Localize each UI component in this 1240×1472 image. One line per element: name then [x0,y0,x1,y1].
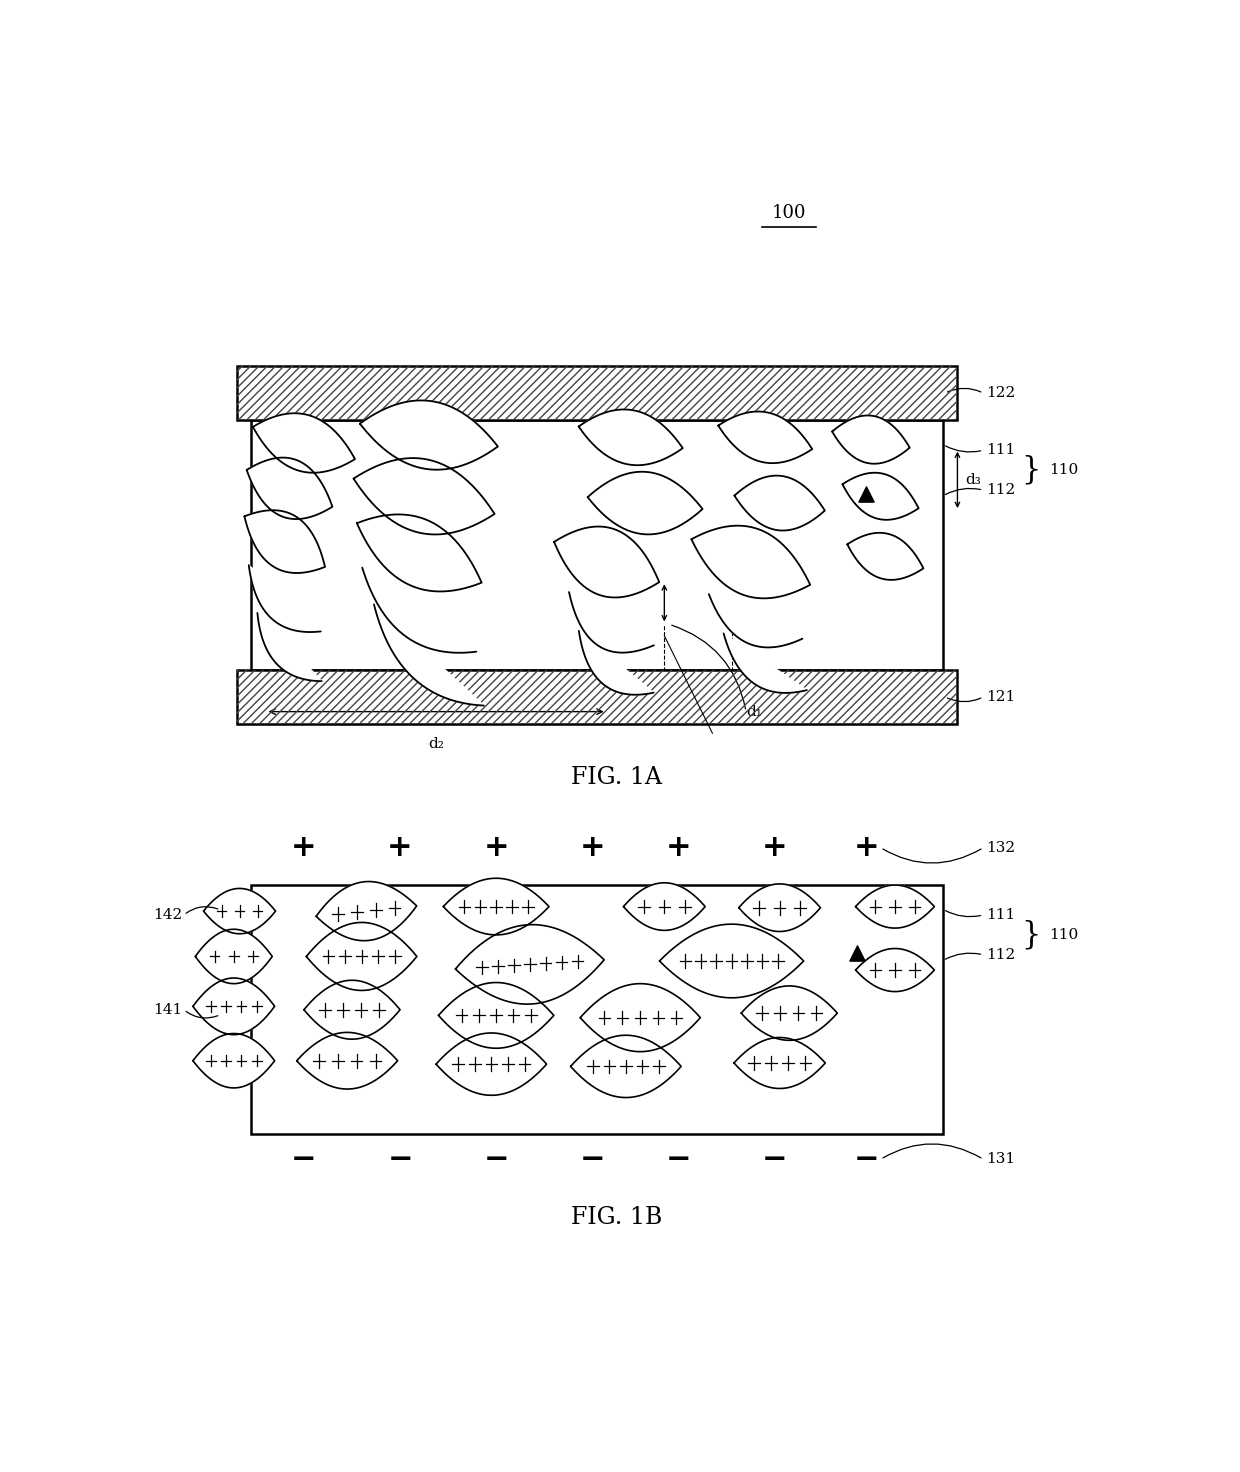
Polygon shape [570,1035,681,1098]
Polygon shape [554,527,660,598]
Polygon shape [718,412,812,464]
Text: −: − [763,1145,787,1173]
Point [856,483,875,506]
Text: +: + [387,833,413,863]
Polygon shape [439,982,554,1048]
Polygon shape [362,568,476,652]
Polygon shape [244,511,325,573]
Text: d₁: d₁ [746,705,761,718]
Bar [237,670,957,724]
Text: 111: 111 [986,443,1016,458]
Text: 110: 110 [1049,464,1078,477]
Polygon shape [734,1038,826,1088]
Text: 111: 111 [986,908,1016,921]
Polygon shape [579,409,683,465]
Polygon shape [253,414,355,473]
Polygon shape [316,882,417,941]
Polygon shape [193,977,274,1035]
Polygon shape [856,885,935,929]
Polygon shape [724,633,807,693]
Text: −: − [291,1145,316,1173]
Polygon shape [203,889,275,933]
Polygon shape [193,1033,274,1088]
Text: +: + [579,833,605,863]
Polygon shape [353,458,495,534]
Polygon shape [304,980,401,1039]
Bar [250,885,942,1135]
Text: 100: 100 [773,205,806,222]
Text: }: } [1022,455,1042,486]
Text: −: − [579,1145,605,1173]
Polygon shape [258,612,321,682]
Polygon shape [847,533,924,580]
Point [847,941,867,964]
Polygon shape [306,923,417,991]
Text: −: − [387,1145,413,1173]
Bar [237,367,957,421]
Polygon shape [444,879,549,935]
Polygon shape [624,883,706,930]
Text: 132: 132 [986,841,1016,855]
Text: }: } [1022,920,1042,951]
Polygon shape [856,948,935,992]
Bar [237,367,957,421]
Polygon shape [569,592,653,652]
Text: 141: 141 [153,1002,182,1017]
Polygon shape [247,458,332,520]
Polygon shape [579,631,653,695]
Text: 121: 121 [986,690,1016,704]
Text: FIG. 1A: FIG. 1A [570,765,662,789]
Text: 112: 112 [986,483,1016,498]
Text: −: − [484,1145,508,1173]
Bar [237,670,957,724]
Polygon shape [357,514,481,592]
Polygon shape [436,1033,547,1095]
Text: 131: 131 [986,1153,1016,1166]
Text: +: + [853,833,879,863]
Polygon shape [692,526,810,598]
Polygon shape [360,400,498,470]
Text: +: + [291,833,316,863]
Text: d₂: d₂ [428,736,444,751]
Text: 142: 142 [153,908,182,921]
Polygon shape [580,983,701,1051]
Text: +: + [666,833,692,863]
Text: d₃: d₃ [965,473,981,487]
Polygon shape [842,473,919,520]
Polygon shape [455,924,604,1004]
Polygon shape [734,475,825,530]
Polygon shape [742,986,837,1041]
Text: −: − [853,1145,879,1173]
Polygon shape [660,924,804,998]
Text: −: − [666,1145,692,1173]
Polygon shape [588,471,703,534]
Polygon shape [249,565,321,631]
Text: +: + [763,833,787,863]
Text: 110: 110 [1049,927,1078,942]
Polygon shape [709,595,802,648]
Polygon shape [739,883,821,932]
Polygon shape [374,605,484,705]
Polygon shape [196,929,273,983]
Polygon shape [832,415,910,464]
Text: +: + [484,833,508,863]
Text: 122: 122 [986,386,1016,400]
Polygon shape [296,1032,398,1089]
Text: 112: 112 [986,948,1016,961]
Text: FIG. 1B: FIG. 1B [570,1206,662,1229]
Bar [250,421,942,670]
